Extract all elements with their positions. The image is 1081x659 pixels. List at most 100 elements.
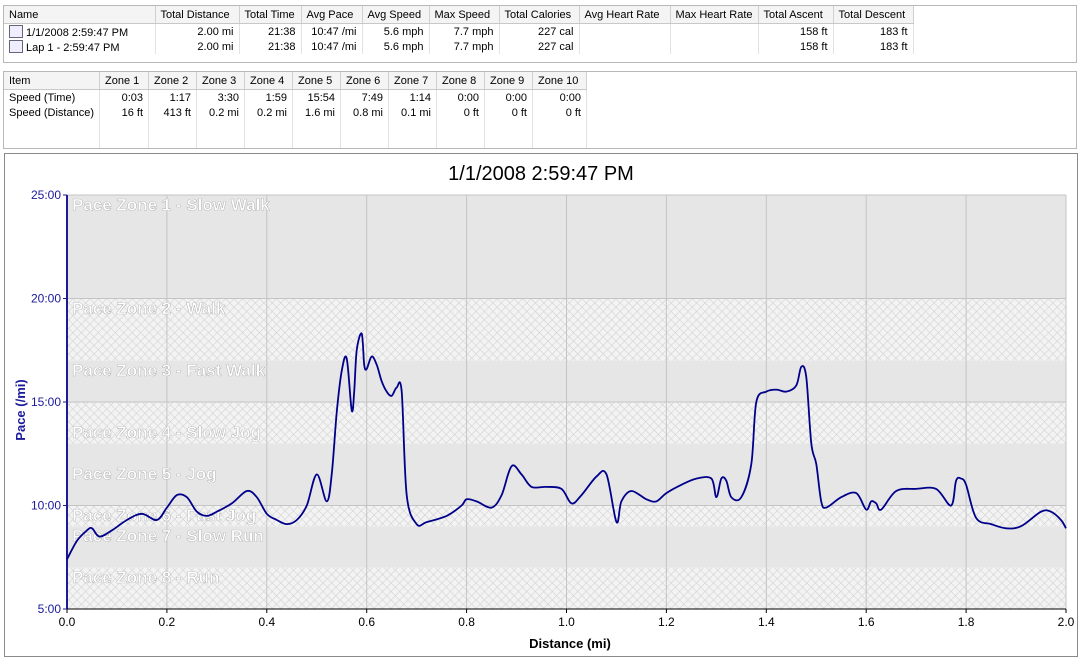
empty-cell <box>340 120 389 135</box>
x-tick-label: 1.6 <box>858 615 875 629</box>
zone-value-cell: 3:30 <box>196 89 245 105</box>
summary-cell: 227 cal <box>499 23 580 39</box>
zone-value-cell: 0 ft <box>436 105 485 120</box>
zone-col-header[interactable]: Zone 5 <box>292 72 341 90</box>
zone-item-cell: Speed (Time) <box>4 89 100 105</box>
summary-cell: 183 ft <box>833 39 914 54</box>
zone-label: Pace Zone 3 - Fast Walk <box>72 361 266 380</box>
x-tick-label: 1.2 <box>658 615 675 629</box>
summary-cell: 183 ft <box>833 23 914 39</box>
summary-col-header[interactable]: Total Distance <box>155 6 240 24</box>
zone-label: Pace Zone 8 - Run <box>72 568 219 587</box>
zone-value-cell: 15:54 <box>292 89 341 105</box>
zone-col-header[interactable]: Zone 6 <box>340 72 389 90</box>
zone-value-cell: 0 ft <box>532 105 587 120</box>
empty-cell <box>148 135 197 148</box>
zone-value-cell: 1.6 mi <box>292 105 341 120</box>
zone-col-header[interactable]: Zone 2 <box>148 72 197 90</box>
empty-cell <box>196 120 245 135</box>
x-tick-label: 1.4 <box>758 615 775 629</box>
zone-value-cell: 1:17 <box>148 89 197 105</box>
empty-cell <box>4 135 100 148</box>
x-tick-label: 0.2 <box>159 615 176 629</box>
summary-col-header[interactable]: Total Ascent <box>758 6 834 24</box>
summary-cell: 7.7 mph <box>429 23 500 39</box>
summary-col-header[interactable]: Avg Speed <box>362 6 430 24</box>
empty-cell <box>4 120 100 135</box>
summary-cell: 10:47 /mi <box>301 23 363 39</box>
zone-col-header[interactable]: Zone 4 <box>244 72 293 90</box>
zone-item-cell: Speed (Distance) <box>4 105 100 120</box>
summary-row[interactable]: Lap 1 - 2:59:47 PM 2.00 mi 21:38 10:47 /mi 5… <box>4 39 914 54</box>
empty-cell <box>244 135 293 148</box>
summary-col-header[interactable]: Name <box>4 6 156 24</box>
zone-value-cell: 0:03 <box>99 89 149 105</box>
summary-col-header[interactable]: Max Heart Rate <box>670 6 759 24</box>
empty-cell <box>99 135 149 148</box>
summary-row[interactable]: 1/1/2008 2:59:47 PM 2.00 mi 21:38 10:47 /mi… <box>4 23 914 39</box>
zone-row[interactable]: Speed (Time) 0:03 1:17 3:30 1:59 15:54 7:49 1:1… <box>4 89 587 105</box>
zone-value-cell: 0:00 <box>532 89 587 105</box>
series-layer <box>66 332 1067 560</box>
zone-value-cell: 7:49 <box>340 89 389 105</box>
empty-cell <box>388 120 437 135</box>
summary-name-text: 1/1/2008 2:59:47 PM <box>26 26 129 39</box>
pace-zone-grid: Item Zone 1 Zone 2 Zone 3 Zone 4 Zone 5 Zone 6… <box>3 71 1077 149</box>
empty-row <box>4 135 587 148</box>
x-tick-label: 0.0 <box>59 615 76 629</box>
summary-cell: 158 ft <box>758 39 834 54</box>
summary-cell: 2.00 mi <box>155 23 240 39</box>
summary-col-header[interactable]: Total Calories <box>499 6 580 24</box>
zone-col-header[interactable]: Zone 9 <box>484 72 533 90</box>
zone-col-header[interactable]: Zone 1 <box>99 72 149 90</box>
summary-table: Name Total Distance Total Time Avg Pace Avg … <box>4 6 914 54</box>
empty-cell <box>340 135 389 148</box>
zone-table: Item Zone 1 Zone 2 Zone 3 Zone 4 Zone 5 Zone 6… <box>4 72 587 148</box>
zone-col-header[interactable]: Zone 3 <box>196 72 245 90</box>
zone-col-header[interactable]: Zone 7 <box>388 72 437 90</box>
zone-value-cell: 0.2 mi <box>244 105 293 120</box>
summary-col-header[interactable]: Total Time <box>239 6 302 24</box>
empty-row <box>4 120 587 135</box>
zone-row[interactable]: Speed (Distance) 16 ft 413 ft 0.2 mi 0.2 mi 1… <box>4 105 587 120</box>
zone-value-cell: 0:00 <box>436 89 485 105</box>
zone-label: Pace Zone 7 - Slow Run <box>72 527 264 546</box>
chart-title: 1/1/2008 2:59:47 PM <box>448 163 634 185</box>
empty-cell <box>292 120 341 135</box>
pace-chart: 1/1/2008 2:59:47 PM Pace Zone 1 - Slow W… <box>13 163 1075 651</box>
summary-col-header[interactable]: Avg Pace <box>301 6 363 24</box>
empty-cell <box>148 120 197 135</box>
summary-cell: 7.7 mph <box>429 39 500 54</box>
zone-label: Pace Zone 1 - Slow Walk <box>72 195 270 214</box>
y-tick-label: 25:00 <box>31 188 61 202</box>
empty-cell <box>292 135 341 148</box>
zone-label: Pace Zone 2 - Walk <box>72 299 226 318</box>
summary-cell <box>670 39 759 54</box>
summary-col-header[interactable]: Max Speed <box>429 6 500 24</box>
empty-cell <box>196 135 245 148</box>
summary-header-row: Name Total Distance Total Time Avg Pace Avg … <box>4 6 914 24</box>
zone-label: Pace Zone 6 - Fast Jog <box>72 506 256 525</box>
zone-value-cell: 0.1 mi <box>388 105 437 120</box>
summary-col-header[interactable]: Avg Heart Rate <box>579 6 671 24</box>
zone-col-header[interactable]: Zone 8 <box>436 72 485 90</box>
summary-cell: 5.6 mph <box>362 23 430 39</box>
summary-cell <box>579 39 671 54</box>
zone-col-header[interactable]: Zone 10 <box>532 72 587 90</box>
zone-col-header[interactable]: Item <box>4 72 100 90</box>
activity-summary-grid: Name Total Distance Total Time Avg Pace Avg … <box>3 5 1077 63</box>
y-tick-label: 5:00 <box>38 602 62 616</box>
run-activity-icon <box>9 24 23 38</box>
empty-cell <box>532 135 587 148</box>
zone-value-cell: 0 ft <box>484 105 533 120</box>
x-tick-label: 1.0 <box>558 615 575 629</box>
x-tick-label: 2.0 <box>1058 615 1075 629</box>
zone-value-cell: 16 ft <box>99 105 149 120</box>
empty-cell <box>388 135 437 148</box>
empty-cell <box>99 120 149 135</box>
summary-cell: 21:38 <box>239 39 302 54</box>
zone-value-cell: 1:14 <box>388 89 437 105</box>
zone-header-row: Item Zone 1 Zone 2 Zone 3 Zone 4 Zone 5 Zone 6… <box>4 72 587 90</box>
summary-col-header[interactable]: Total Descent <box>833 6 914 24</box>
empty-cell <box>436 120 485 135</box>
